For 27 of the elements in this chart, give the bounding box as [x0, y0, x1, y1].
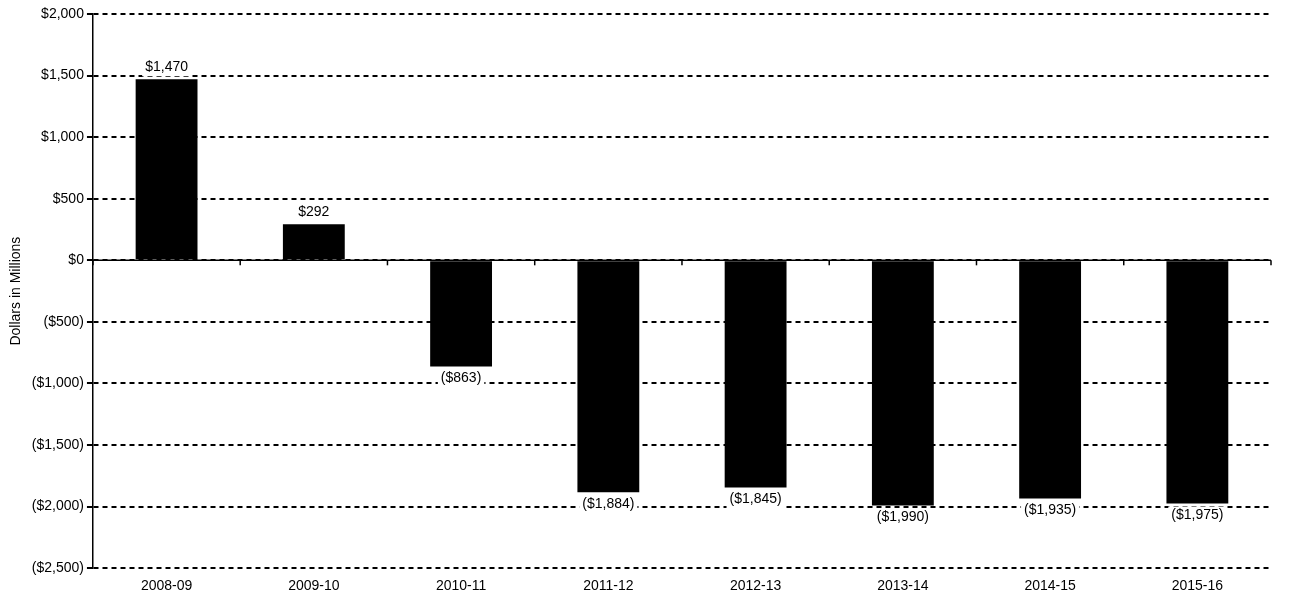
y-tick-label: ($1,000): [31, 374, 84, 391]
x-tick-label: 2010-11: [435, 577, 487, 594]
x-tick-label: 2013-14: [877, 577, 929, 594]
y-tick-label: $2,000: [41, 4, 85, 21]
x-tick-label: 2008-09: [140, 577, 193, 594]
y-axis-title: Dollars in Millions: [7, 236, 24, 346]
x-tick-label: 2011-12: [583, 577, 634, 594]
data-label: ($1,845): [729, 490, 782, 507]
data-label: ($1,990): [876, 508, 929, 525]
y-tick-label: ($500): [43, 312, 84, 329]
x-tick-label: 2015-16: [1171, 577, 1224, 594]
y-tick-label: ($1,500): [31, 435, 84, 452]
y-tick-label: $0: [68, 251, 85, 268]
x-tick-label: 2009-10: [288, 577, 340, 594]
x-tick-label: 2014-15: [1024, 577, 1077, 594]
data-label: $292: [298, 203, 330, 220]
y-tick-label: ($2,000): [31, 497, 84, 514]
data-label: ($1,884): [582, 495, 635, 512]
data-label: ($1,975): [1171, 506, 1224, 523]
data-label: ($863): [440, 369, 482, 386]
data-label: ($1,935): [1024, 501, 1077, 518]
y-tick-label: $1,000: [41, 128, 85, 145]
data-label: $1,470: [145, 58, 189, 75]
x-tick-label: 2012-13: [729, 577, 782, 594]
y-tick-label: ($2,500): [31, 559, 84, 576]
y-tick-label: $1,500: [41, 66, 85, 83]
y-tick-label: $500: [52, 189, 85, 206]
